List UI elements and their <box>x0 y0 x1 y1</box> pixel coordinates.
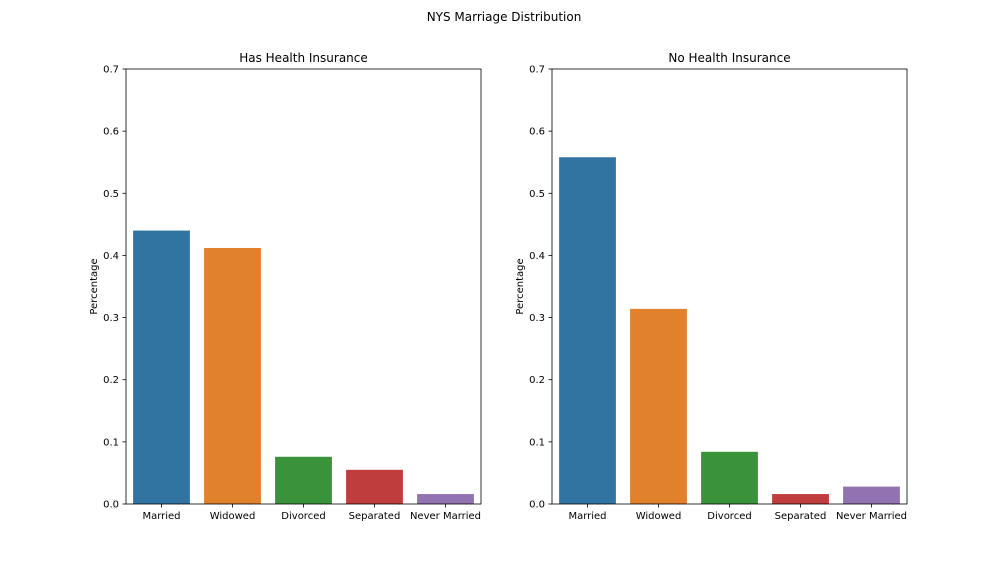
y-tick-label: 0.6 <box>103 127 119 138</box>
x-tick-label: Widowed <box>636 511 682 522</box>
y-tick-label: 0.0 <box>103 500 119 511</box>
y-tick-label: 0.7 <box>529 65 545 76</box>
y-tick-label: 0.6 <box>529 127 545 138</box>
y-tick-label: 0.0 <box>529 500 545 511</box>
y-tick-label: 0.5 <box>103 189 119 200</box>
y-tick-label: 0.3 <box>529 313 545 324</box>
y-tick-label: 0.2 <box>529 375 545 386</box>
y-tick-label: 0.4 <box>529 251 545 262</box>
y-axis-label: Percentage <box>515 258 526 314</box>
figure-title: NYS Marriage Distribution <box>426 10 582 24</box>
bar-separated <box>346 469 403 504</box>
bar-divorced <box>701 451 758 504</box>
bar-married <box>559 157 616 504</box>
y-axis-label: Percentage <box>89 258 100 314</box>
y-tick-label: 0.1 <box>103 437 119 448</box>
x-tick-label: Married <box>142 511 180 522</box>
bar-never-married <box>417 494 474 504</box>
chart-panel-1: Has Health Insurance 0.0 0.1 0.2 0.3 0.4 0.5 0.… <box>89 51 482 522</box>
chart-title: No Health Insurance <box>668 51 790 65</box>
y-tick-label: 0.7 <box>103 65 119 76</box>
x-tick-label: Divorced <box>281 511 325 522</box>
x-tick-label: Separated <box>775 511 827 522</box>
bar-married <box>133 230 190 505</box>
y-tick-label: 0.3 <box>103 313 119 324</box>
bar-widowed <box>204 247 261 504</box>
x-tick-label: Married <box>568 511 606 522</box>
x-tick-label: Never Married <box>410 511 481 522</box>
x-tick-label: Widowed <box>210 511 256 522</box>
y-tick-label: 0.4 <box>103 251 119 262</box>
chart-title: Has Health Insurance <box>239 51 368 65</box>
chart-panel-2: No Health Insurance 0.0 0.1 0.2 0.3 0.4 0.5 0.6… <box>515 51 908 522</box>
y-tick-label: 0.5 <box>529 189 545 200</box>
x-tick-label: Never Married <box>836 511 907 522</box>
bar-separated <box>772 494 829 504</box>
y-tick-label: 0.1 <box>529 437 545 448</box>
x-tick-label: Separated <box>349 511 401 522</box>
bar-widowed <box>630 308 687 504</box>
x-tick-label: Divorced <box>707 511 751 522</box>
bar-never-married <box>843 486 900 504</box>
y-tick-label: 0.2 <box>103 375 119 386</box>
bar-divorced <box>275 456 332 504</box>
